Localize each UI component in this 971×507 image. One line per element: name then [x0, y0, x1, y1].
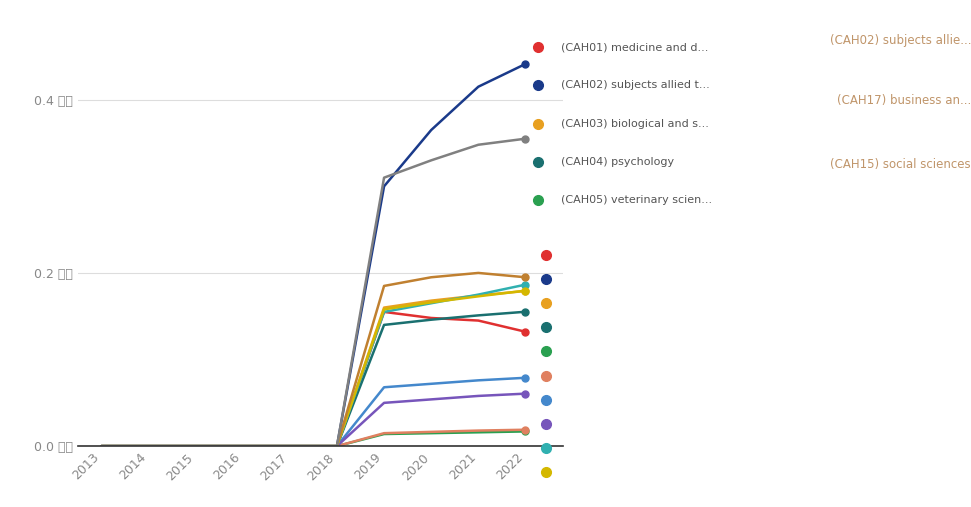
Point [518, 286, 533, 295]
Text: (CAH02) subjects allied to medicine: (CAH02) subjects allied to medicine [634, 274, 829, 284]
Text: 2022: 2022 [542, 229, 585, 244]
Text: 155,180: 155,180 [899, 322, 948, 332]
Text: 441,280: 441,280 [898, 274, 948, 284]
Text: (CAH05) veterinary sciences: (CAH05) veterinary sciences [674, 346, 829, 356]
Text: 17,010: 17,010 [906, 346, 948, 356]
Text: (CAH10) engineering and technology: (CAH10) engineering and technology [626, 443, 829, 453]
Text: (CAH06) agriculture, food and related studies: (CAH06) agriculture, food and related st… [581, 371, 829, 381]
Point [518, 273, 533, 281]
Point [518, 328, 533, 336]
Text: 179,600: 179,600 [898, 467, 948, 477]
Text: 78,950: 78,950 [906, 395, 948, 405]
Point [518, 287, 533, 295]
Text: (CAH03) biological and s...: (CAH03) biological and s... [561, 119, 709, 129]
Text: (CAH03) biological and sport sciences: (CAH03) biological and sport sciences [621, 298, 829, 308]
Text: 132,100: 132,100 [898, 250, 948, 260]
Point [518, 60, 533, 68]
Text: (CAH17) business an...: (CAH17) business an... [837, 94, 971, 107]
Text: (CAH04) psychology: (CAH04) psychology [561, 157, 675, 167]
Text: (CAH01) medicine and d...: (CAH01) medicine and d... [561, 42, 709, 52]
Text: (CAH04) psychology: (CAH04) psychology [718, 322, 829, 332]
Point [518, 427, 533, 436]
Point [518, 280, 533, 288]
Text: 179,160: 179,160 [898, 298, 948, 308]
Text: 186,500: 186,500 [899, 443, 948, 453]
Point [518, 426, 533, 434]
Text: (CAH05) veterinary scien...: (CAH05) veterinary scien... [561, 196, 713, 205]
Text: (CAH01) medicine and dentistry: (CAH01) medicine and dentistry [653, 250, 829, 260]
Text: (CAH07) physical sciences: (CAH07) physical sciences [685, 395, 829, 405]
Point [518, 135, 533, 143]
Text: (CAH02) subjects allie...: (CAH02) subjects allie... [829, 34, 971, 47]
Point [518, 389, 533, 397]
Text: (CAH15) social sciences: (CAH15) social sciences [830, 158, 971, 171]
Text: (CAH09) mathematical sciences: (CAH09) mathematical sciences [654, 419, 829, 429]
Text: 18,980: 18,980 [906, 371, 948, 381]
Point [518, 374, 533, 382]
Text: 60,640: 60,640 [906, 419, 948, 429]
Point [518, 308, 533, 316]
Text: (CAH11) computing: (CAH11) computing [721, 467, 829, 477]
Text: (CAH02) subjects allied t...: (CAH02) subjects allied t... [561, 81, 710, 90]
